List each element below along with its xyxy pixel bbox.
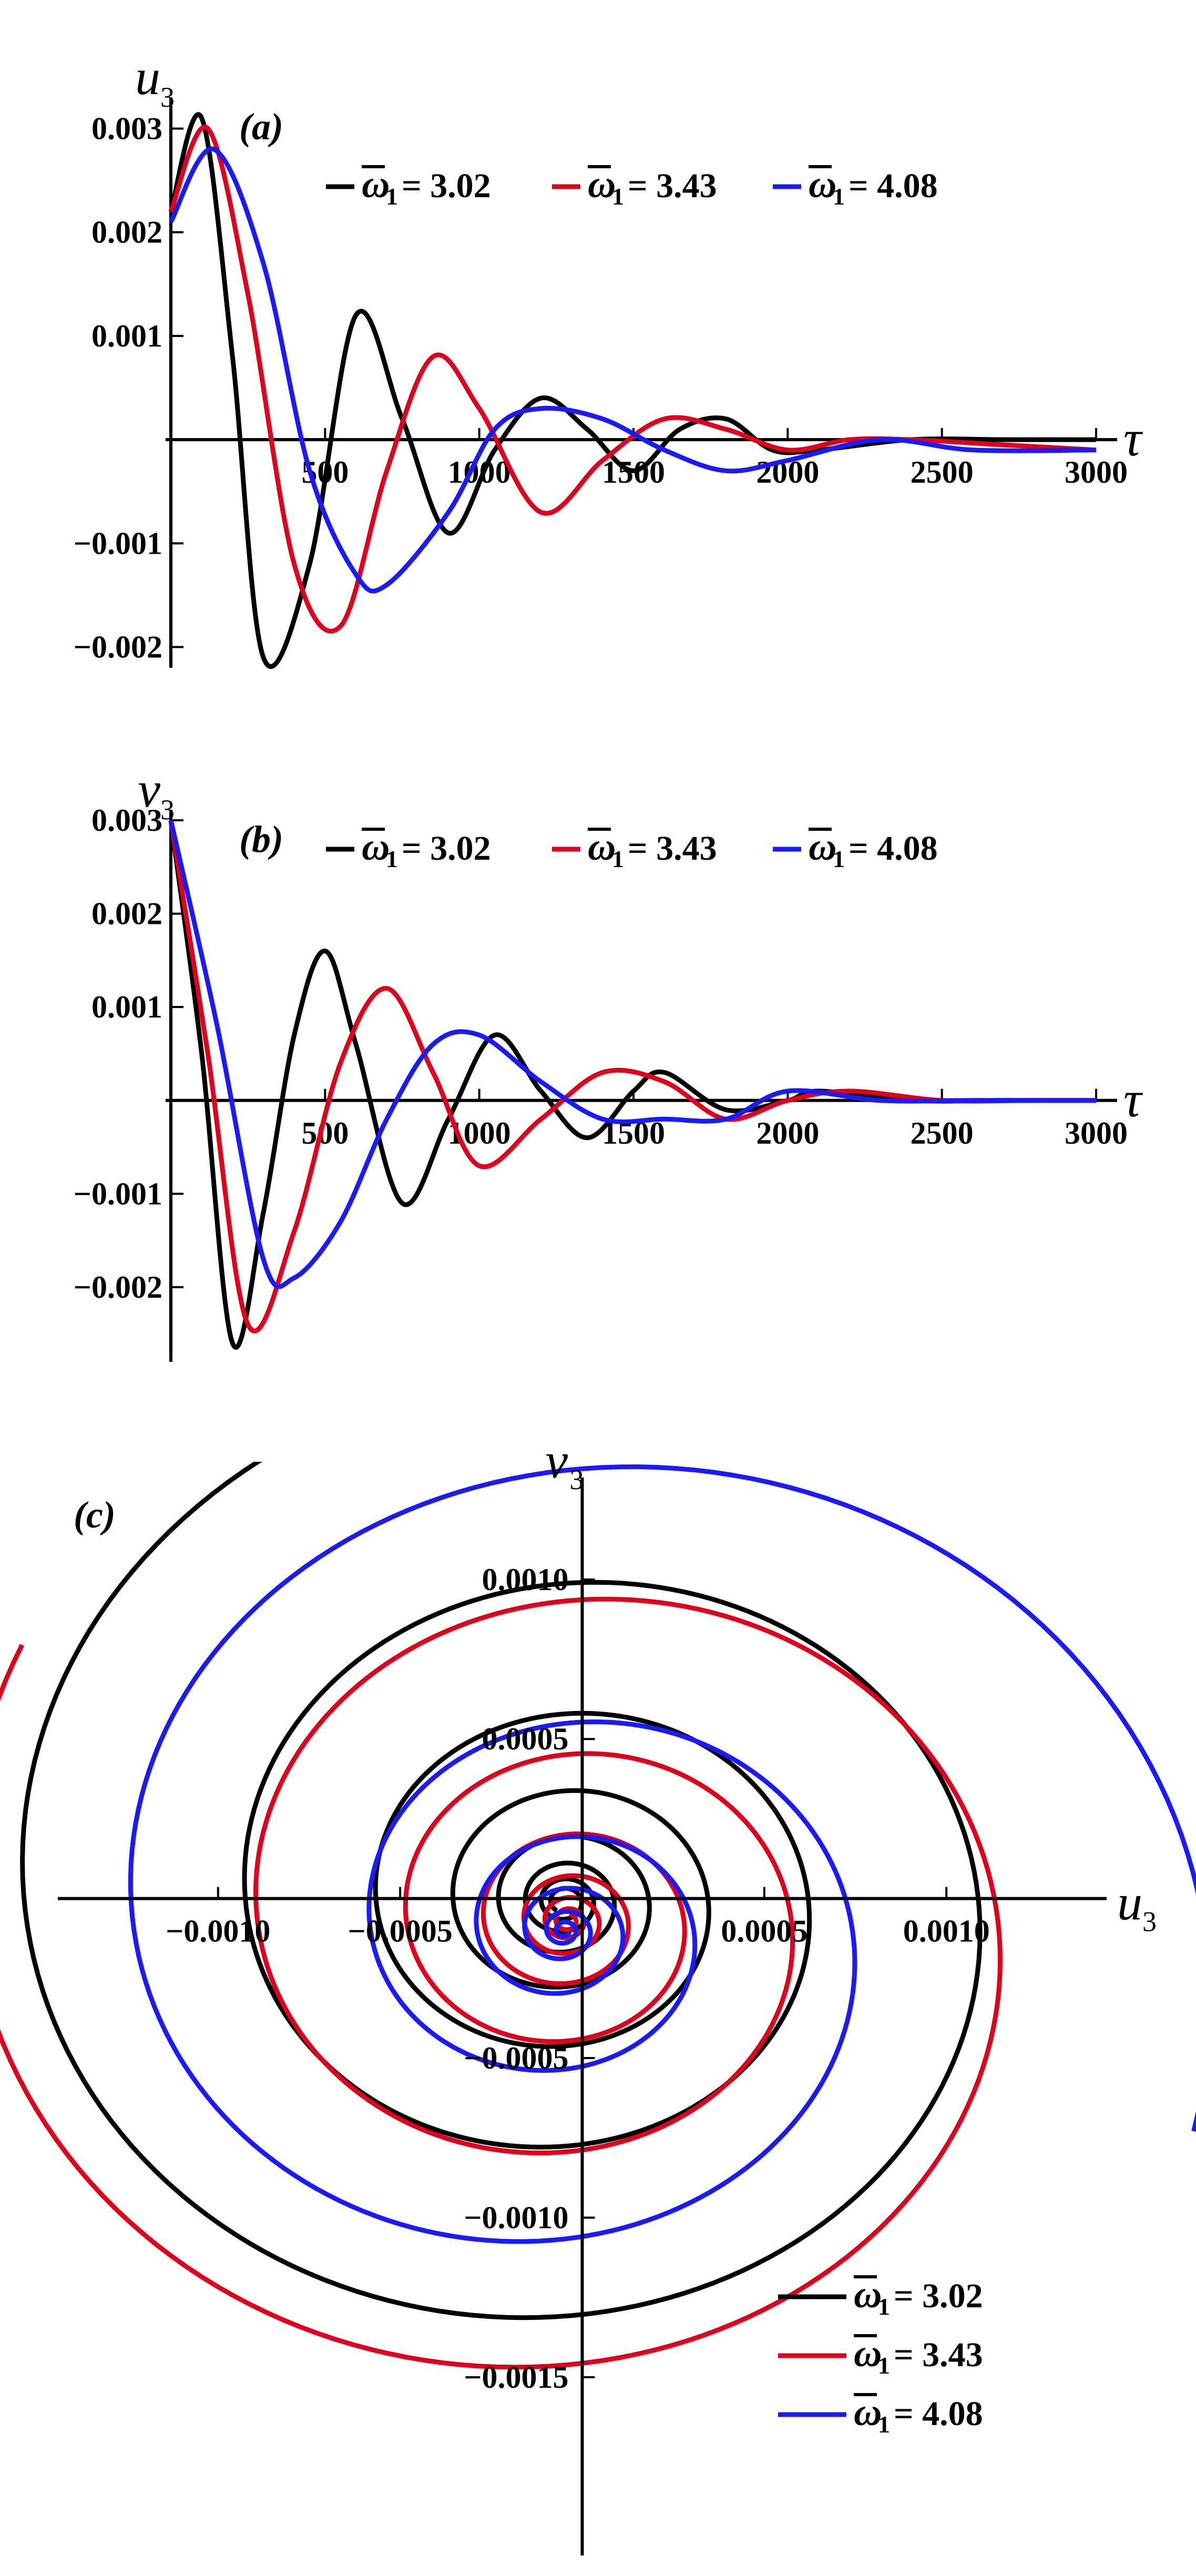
y-axis-label-sub: 3 [160, 82, 175, 113]
x-tick-label: 3000 [1065, 1116, 1128, 1150]
legend-omega-s0: ω [362, 826, 390, 869]
legend-value-c0: = 3.02 [894, 2277, 983, 2315]
legend-omega-s1: ω [588, 826, 616, 869]
legend-omega-c2: ω [854, 2391, 882, 2434]
panel-label: (c) [74, 1494, 116, 1536]
y-tick-label: −0.002 [74, 1270, 162, 1305]
y-axis-label: v [546, 1432, 568, 1489]
legend-omega-sub-c1: 1 [878, 2352, 890, 2379]
y-tick-label: 0.0010 [482, 1562, 569, 1597]
x-axis-label: u [1117, 1875, 1142, 1931]
x-axis-label-sub: 3 [1142, 1906, 1157, 1938]
x-tick-label: −0.0010 [166, 1914, 270, 1949]
legend-omega-sub-c2: 1 [878, 2411, 890, 2438]
legend-omega-s1: ω [588, 163, 616, 206]
x-axis-label: τ [1123, 410, 1143, 466]
legend-omega-sub-s1: 1 [612, 846, 624, 872]
x-tick-label: 0.0005 [721, 1914, 807, 1949]
legend-omega-s2: ω [809, 826, 837, 869]
panel-c: −0.0010 −0.0005 0.0005 0.0010 0.0010 0.0005 −0… [0, 1432, 1196, 2555]
legend-value-s1: = 3.43 [628, 167, 717, 205]
series-line-0 [168, 820, 1096, 1350]
legend-value-s0: = 3.02 [402, 167, 491, 205]
legend-value-c1: = 3.43 [894, 2336, 983, 2374]
series-line-2 [168, 820, 1096, 1289]
legend-omega-sub-s0: 1 [386, 183, 398, 210]
y-axis-label: u [135, 49, 160, 105]
y-axis-label-sub: 3 [570, 1464, 584, 1495]
legend-omega-c1: ω [854, 2332, 882, 2375]
panel-a: 500 1000 1500 2000 2500 30000.0030.0020.001−0… [74, 49, 1143, 669]
x-tick-label: 2000 [756, 1116, 819, 1150]
y-axis-label: v [138, 761, 160, 818]
y-tick-label: 0.001 [91, 319, 162, 353]
y-tick-label: 0.0005 [482, 1722, 569, 1756]
legend-omega-s0: ω [362, 163, 390, 206]
legend-value-s1: = 3.43 [628, 829, 717, 868]
y-tick-label: 0.001 [91, 990, 162, 1024]
series-line-2 [169, 146, 1097, 594]
legend-value-s2: = 4.08 [849, 829, 938, 868]
x-tick-label: 3000 [1065, 455, 1128, 490]
y-tick-label: −0.0015 [464, 2360, 568, 2395]
legend-value-c2: = 4.08 [894, 2395, 983, 2433]
x-tick-label: 2500 [911, 1116, 974, 1150]
legend-omega-sub-s2: 1 [833, 183, 845, 210]
panel-label: (a) [239, 106, 283, 148]
y-tick-label: −0.001 [74, 1176, 162, 1211]
x-tick-label: −0.0005 [348, 1914, 453, 1949]
panel-b: 500 1000 1500 2000 2500 30000.0030.0020.001−0… [74, 761, 1143, 1362]
y-tick-label: −0.002 [74, 630, 162, 665]
legend-omega-sub-s2: 1 [833, 846, 845, 872]
spiral-series-0 [20, 1462, 983, 2320]
series-line-1 [168, 125, 1097, 634]
legend-omega-s2: ω [809, 163, 837, 206]
series-line-1 [168, 820, 1096, 1333]
y-tick-label: 0.002 [91, 215, 162, 250]
x-axis-label: τ [1123, 1071, 1143, 1127]
x-tick-label: 2500 [911, 455, 974, 490]
y-tick-label: 0.003 [91, 111, 162, 146]
y-tick-label: 0.002 [91, 897, 162, 931]
y-tick-label: −0.0010 [464, 2200, 568, 2235]
legend-value-s0: = 3.02 [402, 829, 491, 868]
legend-value-s2: = 4.08 [849, 167, 938, 205]
legend-omega-sub-s0: 1 [386, 846, 398, 872]
x-tick-label: 0.0010 [903, 1914, 990, 1949]
legend-omega-sub-c0: 1 [878, 2293, 890, 2320]
spiral-series-1 [0, 1596, 1003, 2370]
panel-label: (b) [239, 818, 283, 860]
y-tick-label: −0.001 [74, 526, 162, 561]
legend-omega-c0: ω [854, 2273, 882, 2316]
legend-omega-sub-s1: 1 [612, 183, 624, 210]
spiral-group [0, 1462, 1196, 2370]
spiral-series-2 [128, 1464, 1196, 2244]
y-tick-label: 0.003 [91, 803, 162, 838]
y-tick-label: −0.0005 [464, 2041, 568, 2075]
